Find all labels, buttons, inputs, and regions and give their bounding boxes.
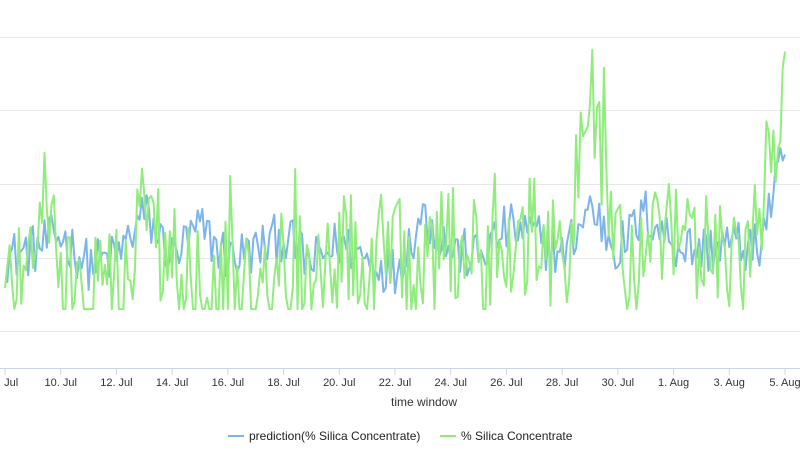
x-tick-label: 22. Jul [379, 377, 411, 389]
x-tick-label: 10. Jul [45, 377, 77, 389]
x-tick-label: 14. Jul [156, 377, 188, 389]
legend-item-actual[interactable]: % Silica Concentrate [440, 429, 573, 443]
legend[interactable]: prediction(% Silica Concentrate) % Silica… [228, 429, 573, 443]
x-axis-ticks: 8. Jul 10. Jul 12. Jul 14. Jul 16. Jul 18. Ju… [0, 368, 800, 389]
x-tick-label: 16. Jul [212, 377, 244, 389]
legend-label: prediction(% Silica Concentrate) [249, 429, 420, 443]
series-layer [4, 48, 786, 311]
x-tick-label: 5. Aug [769, 377, 800, 389]
x-tick-label: 30. Jul [602, 377, 634, 389]
x-tick-label: 18. Jul [267, 377, 299, 389]
grid-lines [0, 37, 800, 332]
x-tick-label: 3. Aug [714, 377, 745, 389]
series-line-actual[interactable] [4, 48, 786, 311]
legend-item-prediction[interactable]: prediction(% Silica Concentrate) [228, 429, 420, 443]
series-line-prediction[interactable] [4, 147, 786, 295]
x-tick-label: 8. Jul [0, 377, 18, 389]
x-tick-label: 20. Jul [323, 377, 355, 389]
x-tick-label: 24. Jul [435, 377, 467, 389]
x-tick-label: 1. Aug [658, 377, 689, 389]
x-axis-title: time window [391, 395, 457, 409]
legend-label: % Silica Concentrate [461, 429, 573, 443]
x-tick-label: 28. Jul [546, 377, 578, 389]
x-tick-label: 12. Jul [100, 377, 132, 389]
x-tick-label: 26. Jul [490, 377, 522, 389]
